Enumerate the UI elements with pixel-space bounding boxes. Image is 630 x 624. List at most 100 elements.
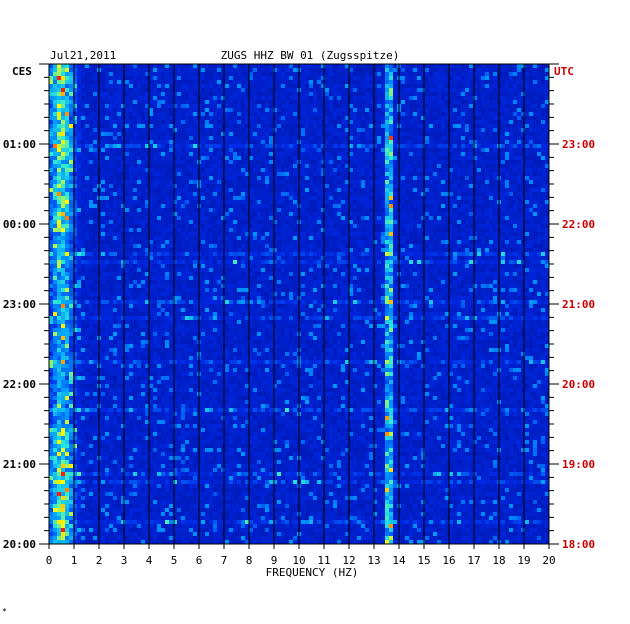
spectrogram-cell xyxy=(85,188,90,193)
spectrogram-cell xyxy=(133,160,138,165)
spectrogram-cell xyxy=(225,64,230,69)
spectrogram-cell xyxy=(509,152,514,157)
spectrogram-cell xyxy=(473,204,478,209)
spectrogram-cell xyxy=(237,172,242,177)
spectrogram-cell xyxy=(449,168,454,173)
spectrogram-cell xyxy=(449,188,454,193)
spectrogram-cell xyxy=(145,160,150,165)
spectrogram-cell xyxy=(521,164,526,169)
spectrogram-cell xyxy=(445,76,450,81)
spectrogram-cell xyxy=(241,104,246,109)
spectrogram-cell xyxy=(473,104,478,109)
spectrogram-cell xyxy=(385,120,390,125)
spectrogram-cell xyxy=(109,128,114,133)
spectrogram-cell xyxy=(345,64,350,69)
spectrogram-cell xyxy=(405,136,410,141)
spectrogram-cell xyxy=(477,172,482,177)
spectrogram-cell xyxy=(233,200,238,205)
spectrogram-cell xyxy=(461,212,466,217)
spectrogram-cell xyxy=(201,92,206,97)
spectrogram-cell xyxy=(453,156,458,161)
spectrogram-cell xyxy=(113,116,118,121)
spectrogram-cell xyxy=(369,116,374,121)
spectrogram-cell xyxy=(53,92,58,97)
spectrogram-cell xyxy=(469,96,474,101)
spectrogram-cell xyxy=(341,132,346,137)
spectrogram-cell xyxy=(169,68,174,73)
spectrogram-cell xyxy=(417,204,422,209)
spectrogram-cell xyxy=(365,220,370,225)
spectrogram-cell xyxy=(233,184,238,189)
spectrogram-cell xyxy=(49,204,54,209)
spectrogram-cell xyxy=(285,164,290,169)
spectrogram-cell xyxy=(109,116,114,121)
spectrogram-cell xyxy=(253,220,258,225)
spectrogram-cell xyxy=(121,92,126,97)
spectrogram-cell xyxy=(49,192,54,197)
spectrogram-cell xyxy=(517,164,522,169)
spectrogram-cell xyxy=(61,152,66,157)
spectrogram-cell xyxy=(381,220,386,225)
spectrogram-cell xyxy=(149,84,154,89)
spectrogram-cell xyxy=(109,208,114,213)
spectrogram-cell xyxy=(93,152,98,157)
spectrogram-cell xyxy=(357,128,362,133)
spectrogram-cell xyxy=(325,84,330,89)
spectrogram-cell xyxy=(81,200,86,205)
spectrogram-cell xyxy=(513,148,518,153)
spectrogram-cell xyxy=(177,216,182,221)
spectrogram-cell xyxy=(381,152,386,157)
spectrogram-cell xyxy=(485,136,490,141)
spectrogram-cell xyxy=(301,120,306,125)
spectrogram-cell xyxy=(405,76,410,81)
spectrogram-cell xyxy=(49,68,54,73)
spectrogram-cell xyxy=(513,64,518,69)
spectrogram-cell xyxy=(369,172,374,177)
spectrogram-cell xyxy=(49,172,54,177)
spectrogram-cell xyxy=(521,72,526,77)
spectrogram-cell xyxy=(273,92,278,97)
spectrogram-cell xyxy=(193,208,198,213)
spectrogram-cell xyxy=(189,212,194,217)
spectrogram-cell xyxy=(529,88,534,93)
spectrogram-cell xyxy=(69,136,74,141)
spectrogram-cell xyxy=(77,76,82,81)
spectrogram-cell xyxy=(93,160,98,165)
spectrogram-cell xyxy=(377,156,382,161)
spectrogram-cell xyxy=(369,208,374,213)
spectrogram-cell xyxy=(373,160,378,165)
spectrogram-cell xyxy=(449,216,454,221)
spectrogram-cell xyxy=(133,144,138,149)
spectrogram-cell xyxy=(329,216,334,221)
spectrogram-cell xyxy=(381,160,386,165)
spectrogram-cell xyxy=(181,88,186,93)
spectrogram-cell xyxy=(385,128,390,133)
spectrogram-cell xyxy=(73,152,78,157)
spectrogram-cell xyxy=(489,88,494,93)
spectrogram-cell xyxy=(269,128,274,133)
spectrogram-cell xyxy=(269,148,274,153)
spectrogram-cell xyxy=(533,176,538,181)
spectrogram-cell xyxy=(105,76,110,81)
spectrogram-cell xyxy=(365,208,370,213)
spectrogram-cell xyxy=(245,152,250,157)
spectrogram-cell xyxy=(325,140,330,145)
spectrogram-cell xyxy=(361,68,366,73)
spectrogram-cell xyxy=(257,164,262,169)
spectrogram-cell xyxy=(317,192,322,197)
spectrogram-cell xyxy=(453,128,458,133)
spectrogram-cell xyxy=(541,152,546,157)
spectrogram-cell xyxy=(321,84,326,89)
spectrogram-cell xyxy=(185,64,190,69)
spectrogram-cell xyxy=(441,180,446,185)
spectrogram-cell xyxy=(57,76,62,81)
spectrogram-cell xyxy=(481,164,486,169)
spectrogram-cell xyxy=(353,156,358,161)
spectrogram-cell xyxy=(53,208,58,213)
spectrogram-cell xyxy=(301,152,306,157)
spectrogram-cell xyxy=(469,216,474,221)
spectrogram-cell xyxy=(453,116,458,121)
spectrogram-cell xyxy=(189,140,194,145)
spectrogram-cell xyxy=(313,132,318,137)
spectrogram-cell xyxy=(385,76,390,81)
